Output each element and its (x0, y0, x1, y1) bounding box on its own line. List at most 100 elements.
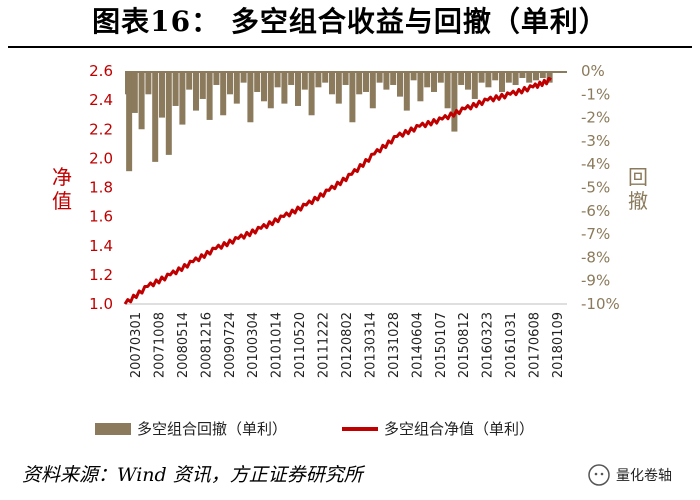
chart-title: 图表16： 多空组合收益与回撤（单利） (92, 5, 608, 38)
right-axis-label: 回撤 (628, 165, 648, 213)
drawdown-bar (431, 71, 437, 92)
left-axis-label: 净值 (52, 165, 72, 213)
x-tick-label: 20110520 (293, 312, 308, 378)
drawdown-bar (342, 71, 349, 85)
drawdown-bar (492, 71, 499, 81)
right-tick-label: -8% (581, 248, 610, 266)
drawdown-bar (519, 71, 526, 78)
drawdown-bar (505, 71, 512, 83)
drawdown-bar (512, 71, 519, 85)
right-tick-label: -2% (581, 109, 610, 127)
wechat-logo: 量化卷轴 (588, 462, 672, 488)
drawdown-bar (390, 71, 397, 85)
drawdown-bar (526, 71, 533, 83)
x-tick-label: 20131028 (387, 312, 402, 378)
drawdown-bar (410, 71, 417, 81)
drawdown-bar (254, 71, 261, 92)
drawdown-bar (301, 71, 308, 90)
x-tick-label: 20100304 (246, 312, 261, 378)
drawdown-bar (186, 71, 193, 90)
drawdown-bar (308, 71, 315, 116)
drawdown-bar (193, 71, 199, 111)
drawdown-bar (403, 71, 410, 111)
drawdown-bar (335, 71, 342, 104)
right-tick-label: -1% (581, 85, 610, 103)
drawdown-bar (329, 71, 335, 95)
chart-svg: 1.0 1.2 1.4 1.6 1.8 2.0 2.2 2.4 2.6 0% -1% -2% -3% -… (52, 62, 648, 438)
drawdown-bar (138, 71, 145, 130)
right-axis-ticks: 0% -1% -2% -3% -4% -5% -6% -7% -8% -9% -10% (581, 62, 620, 313)
drawdown-bar (267, 71, 274, 109)
legend-label-nav: 多空组合净值（单利） (384, 420, 534, 438)
axis-label-char: 撤 (628, 189, 648, 213)
drawdown-bars (125, 71, 567, 172)
legend-label-drawdown: 多空组合回撤（单利） (137, 420, 287, 438)
drawdown-bar (126, 71, 133, 172)
drawdown-bar (247, 71, 254, 123)
drawdown-bar (383, 71, 390, 90)
drawdown-bar (417, 71, 424, 102)
nav-line (123, 76, 552, 305)
x-tick-label: 20070301 (129, 312, 144, 378)
left-tick-label: 2.6 (89, 62, 113, 80)
drawdown-bar (369, 71, 376, 109)
x-tick-label: 20150107 (434, 312, 449, 378)
axis-label-char: 值 (52, 189, 72, 213)
x-tick-label: 20111222 (317, 312, 332, 378)
drawdown-bar (206, 71, 213, 120)
left-tick-label: 1.0 (89, 295, 113, 313)
right-tick-label: -10% (581, 295, 620, 313)
drawdown-bar (546, 71, 553, 83)
x-tick-label: 20101014 (270, 312, 285, 378)
drawdown-bar (261, 71, 267, 102)
drawdown-bar (179, 71, 186, 125)
drawdown-bar (539, 71, 546, 78)
wechat-icon (588, 464, 610, 486)
title-divider (8, 46, 692, 48)
drawdown-bar (444, 71, 451, 109)
left-axis-ticks: 1.0 1.2 1.4 1.6 1.8 2.0 2.2 2.4 2.6 (89, 62, 113, 313)
x-tick-label: 20161031 (504, 312, 519, 378)
x-tick-label: 20130314 (363, 312, 378, 378)
drawdown-bar (437, 71, 444, 83)
right-tick-label: -6% (581, 202, 610, 220)
drawdown-bar (281, 71, 288, 104)
x-tick-label: 20180109 (551, 312, 566, 378)
x-tick-label: 20090724 (223, 312, 238, 378)
x-tick-label: 20071008 (152, 312, 167, 378)
drawdown-bar (349, 71, 356, 123)
left-tick-label: 2.2 (89, 120, 113, 138)
right-tick-label: 0% (581, 62, 605, 80)
drawdown-bar (376, 71, 383, 83)
drawdown-bar (458, 71, 465, 85)
left-tick-label: 1.2 (89, 266, 113, 284)
x-tick-label: 20140604 (410, 312, 425, 378)
nav-line-group (123, 76, 552, 305)
x-tick-label: 20150812 (457, 312, 472, 378)
drawdown-bar (478, 71, 485, 83)
drawdown-bar (240, 71, 247, 83)
drawdown-bar (471, 71, 478, 99)
x-tick-label: 20081216 (199, 312, 214, 378)
drawdown-bar (465, 71, 471, 90)
drawdown-bar (220, 71, 227, 116)
drawdown-bar (356, 71, 363, 95)
right-tick-label: -3% (581, 132, 610, 150)
right-tick-label: -7% (581, 225, 610, 243)
axis-label-char: 回 (628, 165, 648, 189)
drawdown-bar (233, 71, 240, 104)
left-tick-label: 2.4 (89, 91, 113, 109)
drawdown-bar (165, 71, 172, 155)
left-tick-label: 2.0 (89, 149, 113, 167)
drawdown-bar (451, 71, 458, 132)
drawdown-bar (227, 71, 233, 95)
drawdown-bar (131, 71, 138, 113)
x-tick-label: 20170608 (528, 312, 543, 378)
drawdown-bar (199, 71, 206, 99)
source-note: 资料来源：Wind 资讯，方正证券研究所 (22, 464, 363, 486)
right-tick-label: -5% (581, 179, 610, 197)
x-axis-ticks: 20070301 20071008 20080514 20081216 20090724… (129, 312, 566, 378)
drawdown-bar (288, 71, 295, 85)
legend: 多空组合回撤（单利） 多空组合净值（单利） (95, 420, 534, 438)
legend-swatch-drawdown (95, 423, 131, 435)
